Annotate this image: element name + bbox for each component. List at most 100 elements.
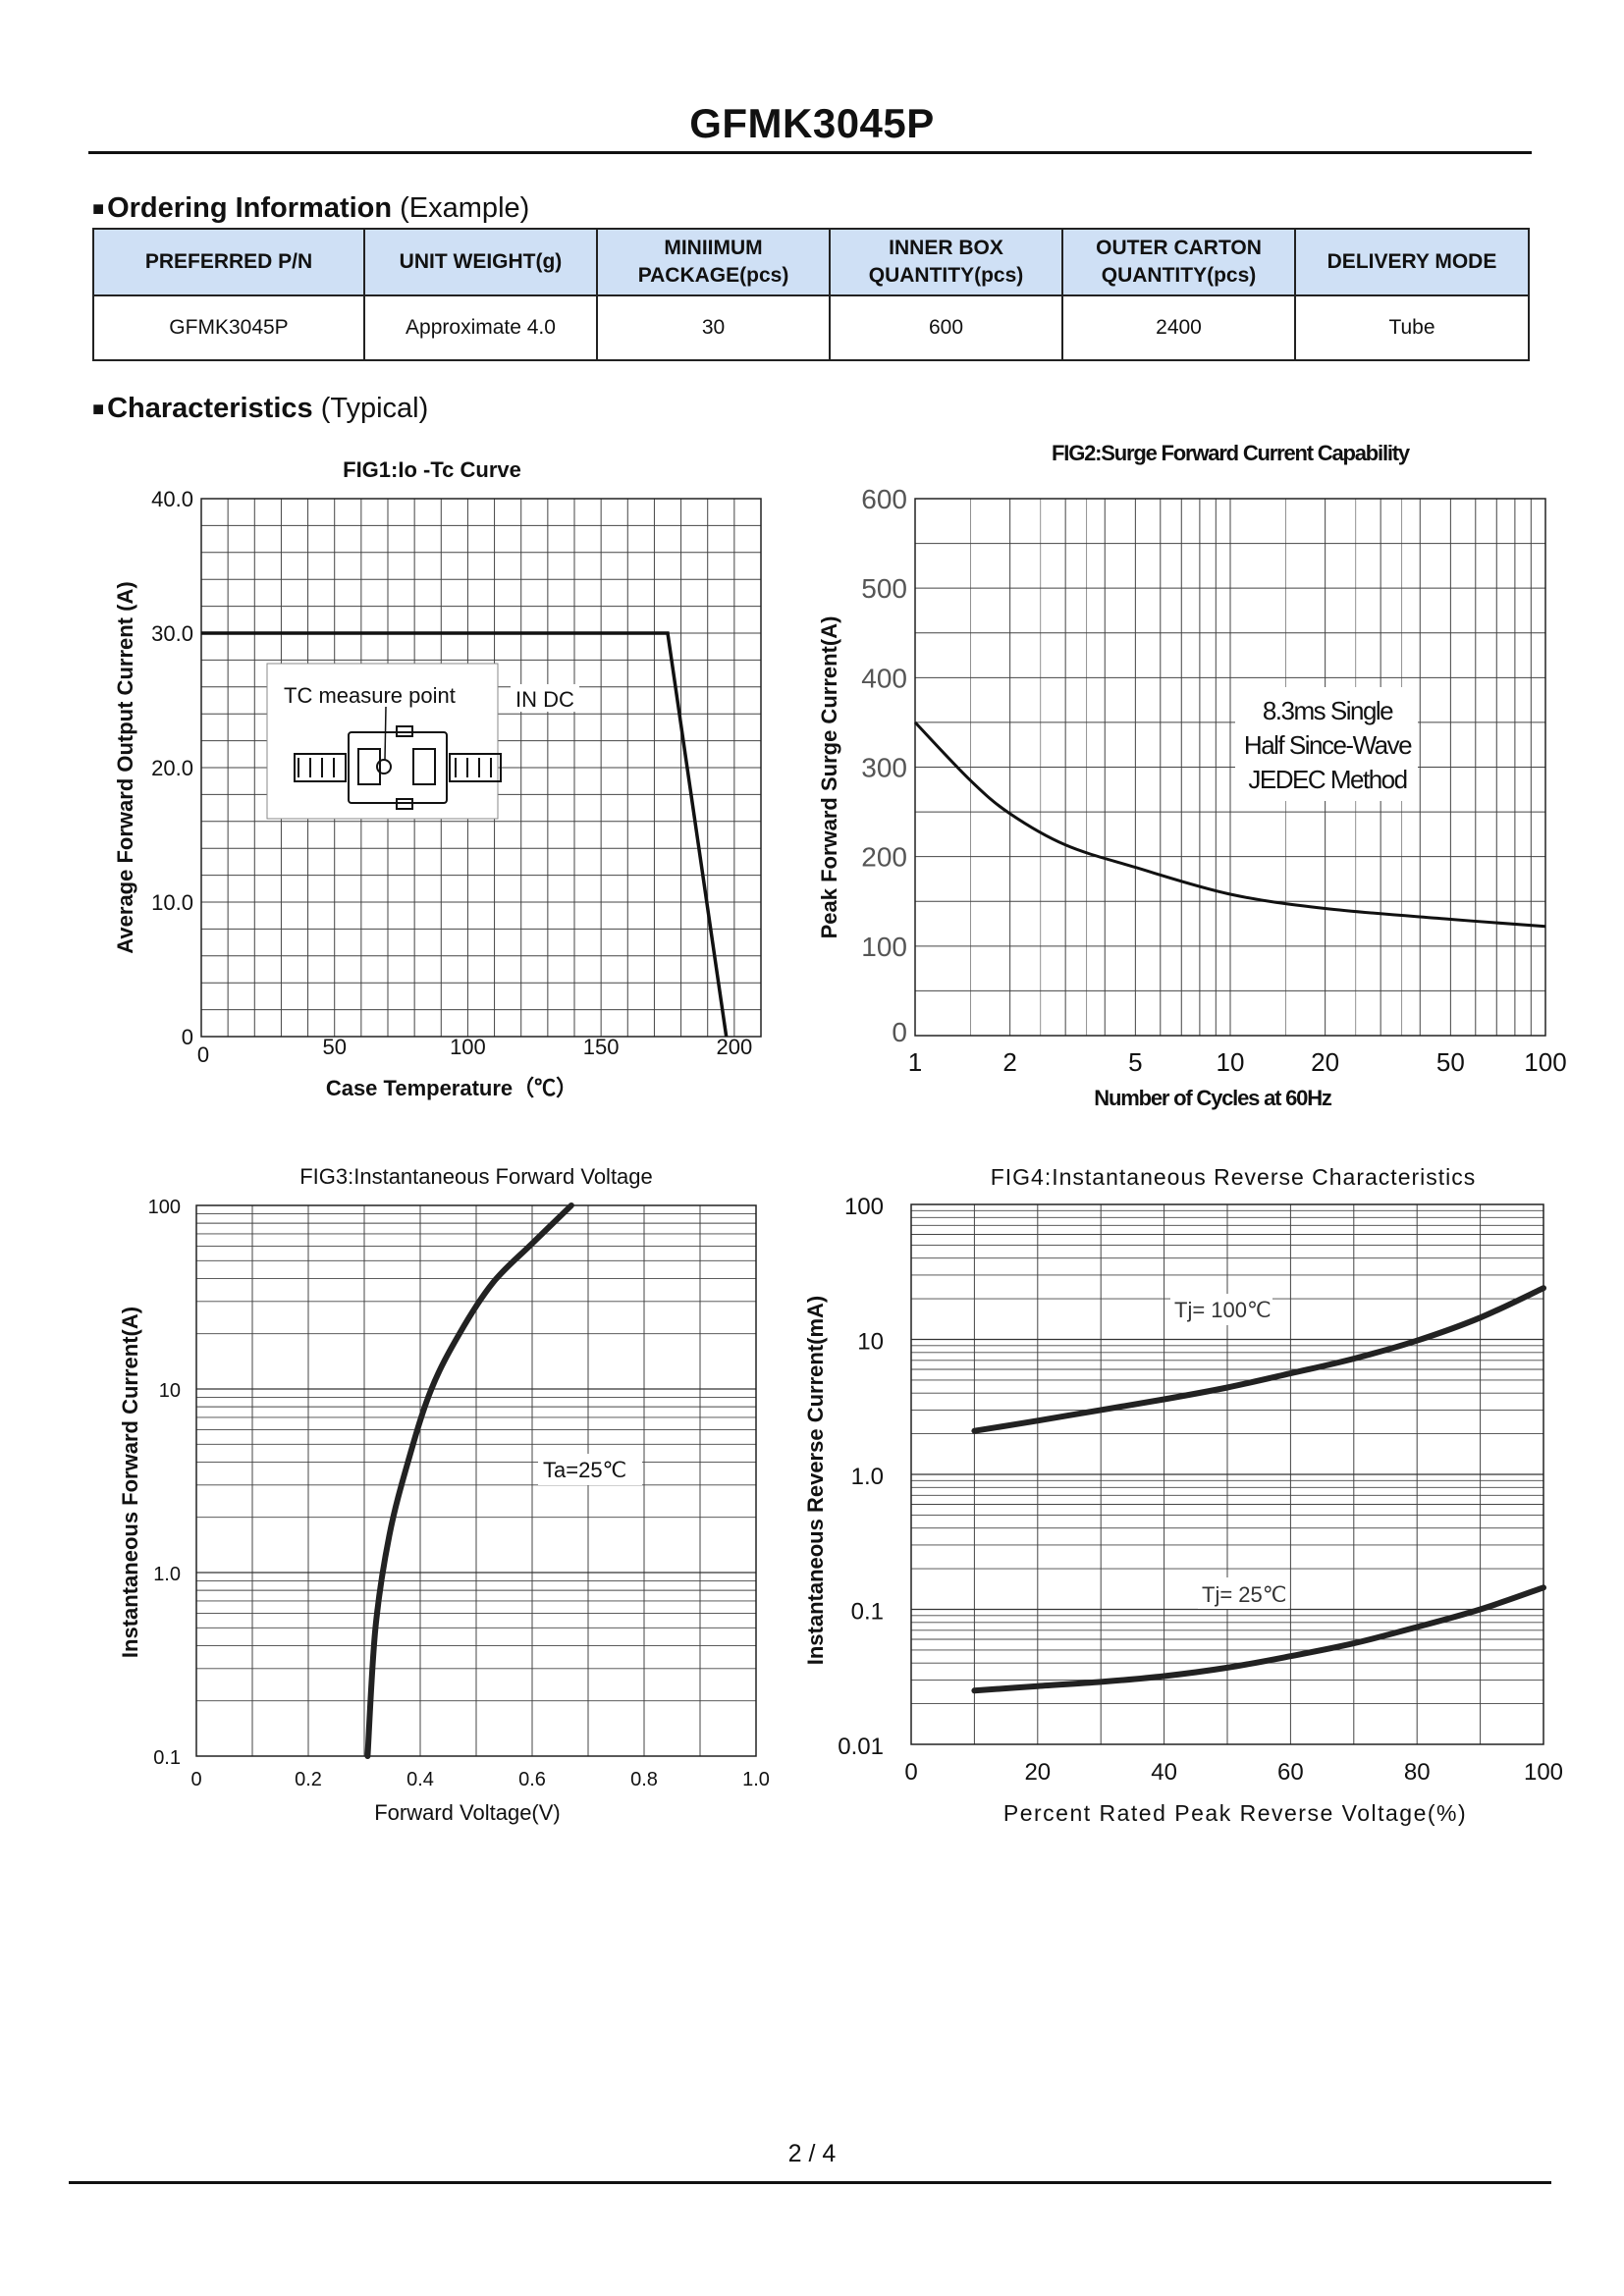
in-dc-label-bg <box>511 684 579 712</box>
fig2-x-axis-label: Number of Cycles at 60Hz <box>1094 1086 1332 1110</box>
fig4-series-line <box>971 1584 1546 1694</box>
header-outer-carton: OUTER CARTON QUANTITY(pcs) <box>1061 228 1296 296</box>
header-delivery-mode: DELIVERY MODE <box>1294 228 1530 296</box>
fig4-label-bg-cold <box>1198 1577 1288 1609</box>
fig3-plot-frame <box>195 1204 757 1757</box>
fig3-title: FIG3:Instantaneous Forward Voltage <box>299 1164 653 1189</box>
page-title: GFMK3045P <box>689 100 935 146</box>
fig4-y-tick-label: 10 <box>857 1329 884 1356</box>
fig2-title: FIG2:Surge Forward Current Capability <box>1052 441 1411 465</box>
square-bullet-icon: ■ <box>92 399 105 420</box>
ordering-heading-bold: Ordering Information <box>107 192 393 224</box>
header-preferred-pn: PREFERRED P/N <box>92 228 365 296</box>
fig2-y-tick-label: 0 <box>892 1017 907 1047</box>
fig1-y-tick-label: 30.0 <box>151 621 193 646</box>
fig2-annotation-line: JEDEC Method <box>1248 765 1406 794</box>
fig4-y-tick-label: 0.1 <box>851 1599 884 1626</box>
fig2-x-tick-label: 1 <box>908 1047 922 1077</box>
fig1-series-line <box>201 631 729 1038</box>
tc-measure-inset <box>266 663 499 820</box>
fig1-y-axis-label: Average Forward Output Current (A) <box>113 581 137 953</box>
fig4-y-tick-label: 100 <box>844 1194 884 1220</box>
fig2-chart: 8.3ms Single Half Since-Wave JEDEC Method F… <box>817 441 1567 1110</box>
fig2-annotation-line: Half Since-Wave <box>1244 730 1412 760</box>
header-minimum-package: MINIIMUM PACKAGE(pcs) <box>596 228 831 296</box>
fig1-x-tick-label: 50 <box>322 1035 346 1059</box>
fig4-title: FIG4:Instantaneous Reverse Characteristi… <box>991 1164 1477 1190</box>
fig2-x-tick-label: 10 <box>1217 1047 1245 1077</box>
ordering-table: PREFERRED P/N UNIT WEIGHT(g) MINIIMUM PAC… <box>92 228 1530 361</box>
fig2-plot-frame <box>914 498 1546 1037</box>
cell-part-number: GFMK3045P <box>92 294 365 361</box>
in-dc-label: IN DC <box>515 687 574 712</box>
ordering-heading: ■ Ordering Information (Example) <box>92 192 529 225</box>
fig3-chart: Ta=25℃ FIG3:Instantaneous Forward Voltage… <box>118 1164 770 1825</box>
title-divider <box>88 151 1532 154</box>
fig1-x-tick-label: 200 <box>716 1035 752 1059</box>
fig4-x-axis-label: Percent Rated Peak Reverse Voltage(%) <box>1003 1800 1467 1826</box>
cell-inner-box: 600 <box>829 294 1063 361</box>
fig4-x-tick-label: 40 <box>1151 1759 1177 1786</box>
fig4-x-tick-label: 100 <box>1524 1759 1563 1786</box>
fig2-series-line <box>913 721 1546 929</box>
ordering-heading-suffix: (Example) <box>392 192 530 224</box>
fig3-y-tick-label: 1.0 <box>153 1564 181 1585</box>
cell-outer-carton: 2400 <box>1061 294 1296 361</box>
fig3-series-line <box>364 1202 574 1759</box>
ordering-header-row: PREFERRED P/N UNIT WEIGHT(g) MINIIMUM PAC… <box>92 228 1530 296</box>
fig4-series-line <box>971 1285 1546 1434</box>
table-row: GFMK3045P Approximate 4.0 30 600 2400 Tu… <box>92 294 1530 361</box>
fig3-x-tick-label: 0.4 <box>406 1769 434 1790</box>
fig1-plot-frame <box>200 498 762 1038</box>
fig3-x-tick-label: 0.8 <box>630 1769 658 1790</box>
fig3-y-tick-label: 10 <box>159 1380 181 1402</box>
fig1-y-tick-label: 40.0 <box>151 487 193 511</box>
characteristics-heading-suffix: (Typical) <box>312 393 429 424</box>
fig1-title: FIG1:Io -Tc Curve <box>343 457 521 482</box>
fig4-x-tick-label: 80 <box>1404 1759 1431 1786</box>
fig3-y-axis-label: Instantaneous Forward Current(A) <box>118 1307 142 1658</box>
fig3-y-tick-label: 100 <box>148 1197 181 1218</box>
fig1-y-tick-label: 20.0 <box>151 756 193 780</box>
fig2-y-tick-label: 200 <box>861 842 907 873</box>
fig4-y-tick-label: 1.0 <box>851 1464 884 1490</box>
fig2-y-tick-label: 100 <box>861 932 907 962</box>
tc-pointer-line <box>384 706 387 761</box>
fig1-x-tick-label: 0 <box>197 1042 209 1067</box>
fig1-y-tick-label: 10.0 <box>151 890 193 915</box>
fig3-x-tick-label: 0.6 <box>518 1769 546 1790</box>
fig1-chart: TC measure point IN DC FIG1:Io -Tc Curve 0 1… <box>113 457 762 1100</box>
fig2-y-tick-label: 600 <box>861 484 907 514</box>
fig2-x-tick-label: 5 <box>1128 1047 1142 1077</box>
package-outline-icon <box>294 725 502 810</box>
fig4-x-tick-label: 20 <box>1024 1759 1051 1786</box>
fig4-x-tick-label: 0 <box>904 1759 917 1786</box>
fig4-label-bg-hot <box>1170 1294 1272 1325</box>
fig2-x-tick-label: 2 <box>1002 1047 1016 1077</box>
fig2-y-tick-label: 400 <box>861 663 907 693</box>
fig3-y-tick-label: 0.1 <box>153 1747 181 1769</box>
fig4-series-label-tj100: Tj= 100℃ <box>1174 1298 1272 1322</box>
fig3-annotation-bg <box>538 1454 642 1485</box>
fig3-x-axis-label: Forward Voltage(V) <box>374 1800 561 1825</box>
fig3-annotation: Ta=25℃ <box>543 1458 626 1482</box>
cell-unit-weight: Approximate 4.0 <box>363 294 598 361</box>
fig4-y-axis-label: Instantaneous Reverse Current(mA) <box>803 1296 828 1666</box>
fig3-x-tick-label: 1.0 <box>742 1769 770 1790</box>
fig2-y-axis-label: Peak Forward Surge Current(A) <box>817 616 841 939</box>
fig2-y-tick-label: 300 <box>861 753 907 783</box>
fig2-annotation-line: 8.3ms Single <box>1263 696 1393 725</box>
fig1-x-axis-label: Case Temperature（℃） <box>326 1076 577 1100</box>
characteristics-heading-bold: Characteristics <box>107 393 313 424</box>
fig4-y-tick-label: 0.01 <box>838 1734 884 1760</box>
fig4-chart: Tj= 100℃ Tj= 25℃ FIG4:Instantaneous Revers… <box>803 1164 1563 1826</box>
square-bullet-icon: ■ <box>92 198 105 220</box>
fig3-x-tick-label: 0.2 <box>295 1769 322 1790</box>
characteristics-heading: ■ Characteristics (Typical) <box>92 393 428 425</box>
fig1-y-tick-label: 0 <box>182 1025 193 1049</box>
fig2-x-tick-label: 50 <box>1436 1047 1465 1077</box>
header-inner-box: INNER BOX QUANTITY(pcs) <box>829 228 1063 296</box>
fig1-x-tick-label: 100 <box>450 1035 486 1059</box>
cell-delivery-mode: Tube <box>1294 294 1530 361</box>
